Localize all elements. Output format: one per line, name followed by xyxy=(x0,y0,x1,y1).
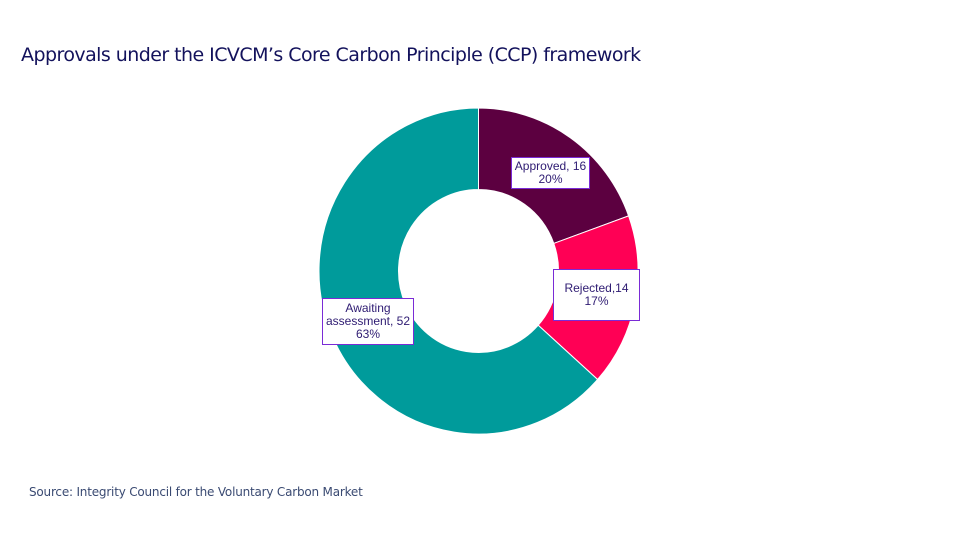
data-label-rejected-name: Rejected,14 xyxy=(564,281,629,295)
data-label-awaiting: Awaiting assessment, 52 63% xyxy=(322,298,414,345)
source-note: Source: Integrity Council for the Volunt… xyxy=(29,485,363,499)
data-label-awaiting-name-2: assessment, 52 xyxy=(325,314,411,328)
data-label-approved-name: Approved, 16 xyxy=(514,159,587,173)
chart-title: Approvals under the ICVCM’s Core Carbon … xyxy=(21,44,641,66)
data-label-awaiting-percent: 63% xyxy=(355,327,381,341)
data-label-rejected-percent: 17% xyxy=(584,294,609,308)
data-label-approved: Approved, 16 20% xyxy=(511,157,590,189)
donut-slice-awaiting-assessment xyxy=(318,107,599,435)
data-label-approved-percent: 20% xyxy=(538,172,563,186)
data-label-rejected: Rejected,14 17% xyxy=(553,269,640,321)
data-label-awaiting-name: Awaiting xyxy=(345,301,391,315)
